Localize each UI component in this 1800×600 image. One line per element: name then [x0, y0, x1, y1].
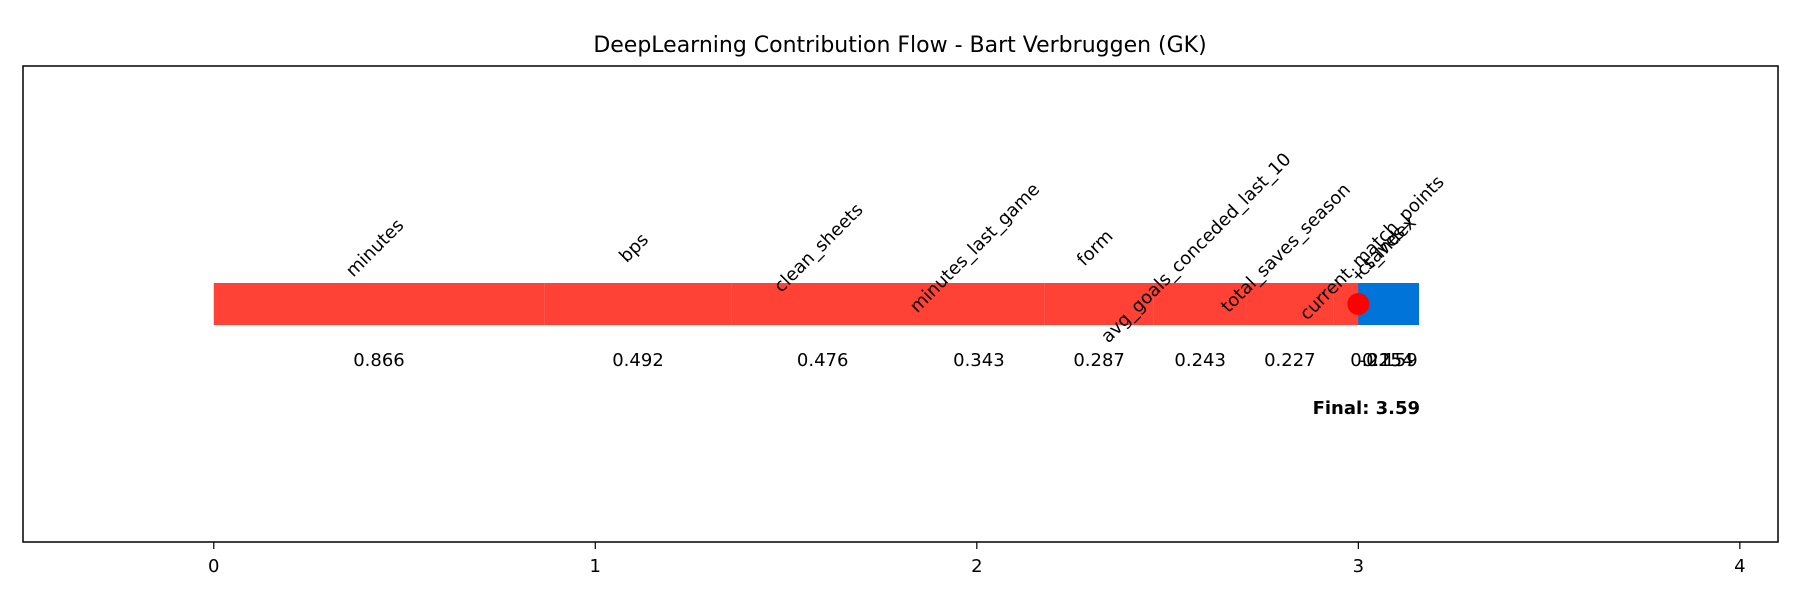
x-tick-label: 1 [590, 556, 601, 577]
value-label-ict-index: -0.159 [1360, 350, 1418, 371]
value-label-saves: 0.154 [1362, 350, 1414, 371]
value-label-total-saves-season: 0.227 [1264, 350, 1316, 371]
bar-segment-form [1044, 283, 1154, 325]
plot-frame [22, 65, 1779, 543]
value-label-minutes-last-game: 0.343 [953, 350, 1005, 371]
x-tick-label: 0 [208, 556, 219, 577]
value-label-avg-goals-conceded-last-10: 0.243 [1174, 350, 1226, 371]
value-label-bps: 0.492 [612, 350, 664, 371]
bar-segment-minutes [213, 283, 545, 325]
bar-segment-avg-goals-conceded-last-10 [1153, 283, 1247, 325]
chart-title: DeepLearning Contribution Flow - Bart Ve… [593, 33, 1206, 58]
bar-segment-bps [544, 283, 732, 325]
bar-segment-clean-sheets [731, 283, 914, 325]
x-tick-label: 3 [1353, 556, 1364, 577]
value-label-current-match-points: 0.225 [1350, 350, 1402, 371]
bar-segment-minutes-last-game [913, 283, 1045, 325]
bars-layer [213, 283, 1419, 325]
bar-segment-total-saves-season [1246, 283, 1334, 325]
flow-marker [1347, 293, 1370, 315]
x-tick-label: 4 [1734, 556, 1745, 577]
x-tick-label: 2 [971, 556, 982, 577]
final-label: Final: 3.59 [1313, 398, 1420, 419]
value-label-minutes: 0.866 [353, 350, 405, 371]
value-label-clean-sheets: 0.476 [797, 350, 849, 371]
value-label-form: 0.287 [1073, 350, 1125, 371]
x-axis: 0 1 2 3 4 [208, 542, 1746, 577]
value-labels-layer: 0.866 0.492 0.476 0.343 0.287 0.243 0.227 0.225… [353, 350, 1417, 371]
